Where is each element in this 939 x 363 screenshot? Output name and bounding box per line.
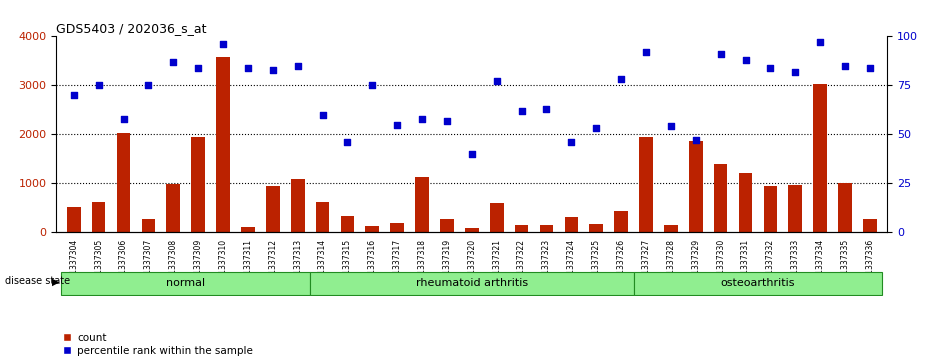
Point <box>539 106 554 112</box>
Bar <box>116 133 131 232</box>
Point <box>166 59 181 65</box>
Bar <box>166 184 180 232</box>
Bar <box>564 217 578 232</box>
Bar <box>789 185 802 232</box>
Bar <box>863 219 877 232</box>
Point <box>589 126 604 131</box>
Point <box>862 65 877 70</box>
Text: rheumatoid arthritis: rheumatoid arthritis <box>416 278 528 288</box>
Point <box>365 82 380 88</box>
Bar <box>465 228 479 232</box>
Point <box>290 63 305 69</box>
Point <box>489 78 504 84</box>
Point <box>216 41 231 47</box>
Bar <box>739 172 752 232</box>
Point <box>762 65 777 70</box>
Bar <box>341 216 354 232</box>
Bar <box>241 227 254 232</box>
Text: ▶: ▶ <box>52 276 59 286</box>
Bar <box>515 225 529 232</box>
Text: osteoarthritis: osteoarthritis <box>721 278 795 288</box>
Bar <box>310 272 634 295</box>
Point <box>514 108 529 114</box>
Point <box>812 39 827 45</box>
Bar <box>391 223 404 232</box>
Point <box>316 112 331 118</box>
Point <box>116 116 131 122</box>
Point <box>738 57 753 63</box>
Bar <box>614 211 628 232</box>
Bar <box>763 186 777 232</box>
Bar <box>365 227 379 232</box>
Bar <box>291 179 304 232</box>
Bar <box>639 137 653 232</box>
Point <box>67 92 82 98</box>
Bar <box>142 219 155 232</box>
Point <box>639 49 654 55</box>
Point <box>91 82 106 88</box>
Bar <box>316 202 330 232</box>
Bar <box>67 207 81 232</box>
Point <box>663 123 678 129</box>
Bar <box>216 57 230 232</box>
Legend: count, percentile rank within the sample: count, percentile rank within the sample <box>62 333 253 356</box>
Bar <box>689 141 702 232</box>
Bar <box>590 224 603 232</box>
Point <box>439 118 454 123</box>
Point <box>838 63 853 69</box>
Text: GDS5403 / 202036_s_at: GDS5403 / 202036_s_at <box>56 22 207 35</box>
Bar <box>714 164 728 232</box>
Bar <box>490 203 503 232</box>
Bar <box>839 183 852 232</box>
Bar <box>61 272 310 295</box>
Text: normal: normal <box>166 278 206 288</box>
Point <box>563 139 578 145</box>
Bar <box>266 186 280 232</box>
Point <box>141 82 156 88</box>
Point <box>613 77 628 82</box>
Point <box>266 67 281 73</box>
Bar <box>540 225 553 232</box>
Point <box>340 139 355 145</box>
Point <box>191 65 206 70</box>
Bar <box>440 219 454 232</box>
Point <box>713 51 728 57</box>
Bar <box>664 225 678 232</box>
Text: disease state: disease state <box>5 276 69 286</box>
Bar <box>415 177 429 232</box>
Point <box>788 69 803 74</box>
Bar <box>192 137 205 232</box>
Point <box>465 151 480 157</box>
Point <box>415 116 430 122</box>
Point <box>688 137 703 143</box>
Point <box>390 122 405 127</box>
Bar <box>813 84 827 232</box>
Point <box>240 65 255 70</box>
Bar <box>92 202 105 232</box>
Bar <box>634 272 883 295</box>
